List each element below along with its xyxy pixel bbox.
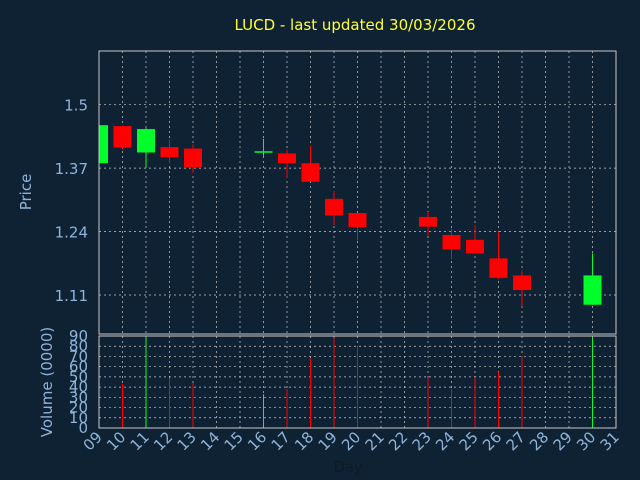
volume-tick-label: 70 <box>69 347 88 365</box>
candle-body <box>113 126 132 148</box>
candle-body <box>466 239 484 254</box>
candle-body <box>160 147 179 158</box>
x-tick-label: 23 <box>409 428 435 454</box>
x-tick-label: 24 <box>432 428 458 454</box>
candle-body <box>301 163 320 182</box>
x-tick-label: 31 <box>597 428 623 454</box>
volume-tick-label: 10 <box>69 409 88 427</box>
y-tick-label: 1.11 <box>55 287 88 305</box>
candle-body <box>513 275 531 291</box>
x-tick-label: 28 <box>526 428 552 454</box>
x-tick-label: 22 <box>385 428 411 454</box>
y-tick-label: 1.24 <box>55 224 88 242</box>
candle-body <box>583 275 602 305</box>
candle-body <box>137 129 155 153</box>
candle-body <box>489 258 508 278</box>
price-panel-frame <box>98 50 617 335</box>
volume-tick-label: 60 <box>69 358 88 376</box>
candle-body <box>278 153 296 164</box>
volume-tick-label: 80 <box>69 337 88 355</box>
x-tick-label: 27 <box>503 428 529 454</box>
volume-tick-label: 20 <box>69 399 88 417</box>
volume-tick-label: 50 <box>69 368 88 386</box>
x-tick-label: 10 <box>103 428 129 454</box>
x-tick-label: 20 <box>338 428 364 454</box>
candle-body <box>442 234 461 250</box>
candle-body <box>325 198 343 216</box>
x-tick-label: 21 <box>362 428 388 454</box>
frame <box>98 50 617 429</box>
x-tick-label: 29 <box>550 428 576 454</box>
x-tick-label: 19 <box>315 428 341 454</box>
volume-tick-label: 40 <box>69 378 88 396</box>
x-tick-label: 26 <box>479 428 505 454</box>
y-axis-label: Price <box>17 174 35 211</box>
chart-title: LUCD - last updated 30/03/2026 <box>235 16 476 34</box>
candle-body <box>419 216 437 227</box>
x-tick-label: 11 <box>127 428 153 454</box>
x-tick-label: 17 <box>268 428 294 454</box>
volume-tick-label: 30 <box>69 388 88 406</box>
candle-body <box>99 125 108 164</box>
y-tick-label: 1.37 <box>55 160 88 178</box>
x-tick-label: 14 <box>197 428 223 454</box>
x-tick-label: 13 <box>174 428 200 454</box>
x-tick-label: 16 <box>244 428 270 454</box>
volume-panel-frame <box>98 335 617 429</box>
volume-bars <box>122 338 593 428</box>
x-tick-label: 25 <box>456 428 482 454</box>
grid <box>98 51 617 429</box>
x-tick-label: 18 <box>291 428 317 454</box>
y-tick-label: 1.5 <box>64 97 88 115</box>
candle-body <box>184 148 202 168</box>
volume-axis-label: Volume (0000) <box>38 327 56 437</box>
candles <box>98 125 602 307</box>
candle-body <box>348 212 367 228</box>
x-tick-label: 30 <box>573 428 599 454</box>
volume-tick-label: 90 <box>69 327 88 345</box>
volume-tick-label: 0 <box>78 419 88 437</box>
x-tick-label: 12 <box>150 428 176 454</box>
x-tick-label: 15 <box>221 428 247 454</box>
x-axis-label: Day <box>333 458 363 476</box>
